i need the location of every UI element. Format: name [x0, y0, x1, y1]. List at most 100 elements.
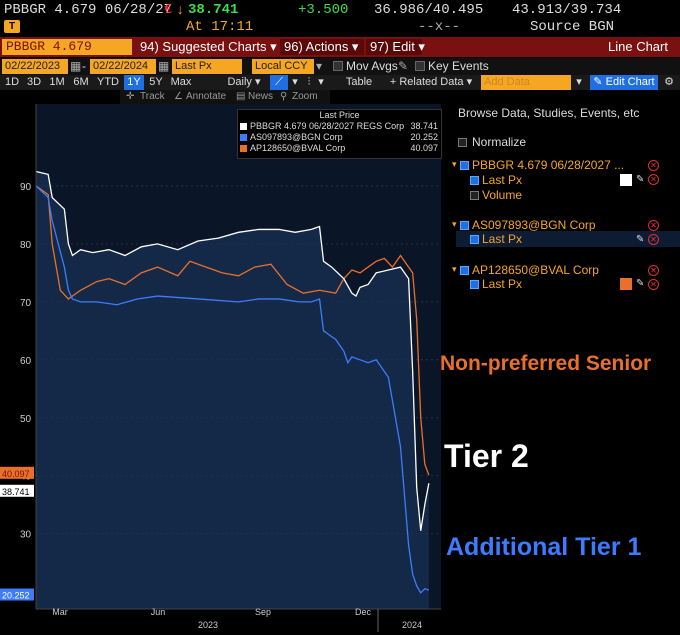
chart-tools-bar: ✛ Track ∠ Annotate ▤ News ⚲ Zoom: [120, 90, 330, 104]
key-events-label: Key Events: [428, 59, 489, 73]
bar-chart-icon[interactable]: ⫶: [307, 76, 311, 88]
line-chart[interactable]: 30405060708090MarJunSepDec2023202440.097…: [0, 104, 448, 632]
ticker-hi-lo: 43.913/39.734: [512, 2, 622, 18]
mov-avgs-checkbox[interactable]: [333, 61, 343, 71]
annotate-tool[interactable]: Annotate: [186, 91, 227, 102]
y-tick-label: 90: [20, 182, 32, 193]
track-tool[interactable]: Track: [140, 91, 165, 102]
news-tool[interactable]: News: [248, 91, 274, 102]
zoom-icon[interactable]: ⚲: [280, 91, 288, 102]
legend-title: Last Price: [319, 110, 360, 120]
annotation-non-preferred-senior: Non-preferred Senior: [440, 352, 652, 375]
remove-series2-icon[interactable]: ✕: [648, 220, 659, 231]
calendar-icon[interactable]: ▦: [70, 59, 82, 73]
chart-svg: 30405060708090MarJunSepDec2023202440.097…: [0, 104, 448, 632]
period-button-1y[interactable]: 1Y: [124, 75, 144, 90]
period-button-ytd[interactable]: YTD: [97, 76, 119, 88]
remove-series1-px-icon[interactable]: ✕: [648, 174, 659, 185]
chevron-down-icon[interactable]: ▾: [452, 264, 457, 274]
annotate-icon[interactable]: ∠: [174, 91, 183, 102]
series3-px-label: Last Px: [482, 277, 523, 291]
x-axis-area: [0, 609, 448, 632]
line-chart-icon[interactable]: ⟋: [270, 75, 288, 90]
start-date-input[interactable]: 02/22/2023: [2, 59, 68, 74]
period-button-6m[interactable]: 6M: [73, 76, 89, 88]
volume-checkbox[interactable]: [470, 191, 479, 200]
series2-name: AS097893@BGN Corp: [472, 218, 596, 232]
terminal-icon: T: [4, 20, 20, 33]
currency-select[interactable]: Local CCY: [252, 59, 314, 74]
pencil-icon[interactable]: ✎: [636, 278, 645, 289]
edit-menu[interactable]: 97) Edit ▾: [366, 39, 425, 55]
last-value-box: [0, 484, 34, 497]
edit-chart-button[interactable]: ✎ Edit Chart: [590, 75, 658, 90]
chevron-down-icon[interactable]: ▾: [452, 159, 457, 169]
zoom-tool[interactable]: Zoom: [292, 91, 318, 102]
period-button-5y[interactable]: 5Y: [149, 76, 163, 88]
chevron-down-icon[interactable]: ▾: [318, 76, 324, 88]
series2-px-row[interactable]: [456, 231, 680, 247]
legend-series-name: AS097893@BGN Corp: [250, 132, 343, 142]
ticker-dashes: --x--: [418, 19, 461, 35]
end-date-input[interactable]: 02/22/2024: [90, 59, 156, 74]
x-tick-label: 2024: [402, 620, 422, 630]
pencil-icon[interactable]: ✎: [636, 234, 645, 245]
related-data-button[interactable]: + Related Data ▾: [389, 76, 473, 88]
date-separator: -: [82, 59, 86, 73]
actions-menu[interactable]: 96) Actions ▾: [280, 39, 364, 55]
legend-series-name: PBBGR 4.679 06/28/2027 REGS Corp: [250, 121, 405, 131]
edit-chart-label: Edit Chart: [605, 76, 655, 88]
legend-row: AS097893@BGN Corp 20.252: [238, 132, 441, 143]
calendar-icon[interactable]: ▦: [158, 59, 170, 73]
series1-checkbox[interactable]: [460, 161, 469, 170]
chevron-down-icon[interactable]: ▾: [292, 76, 298, 88]
key-events-checkbox[interactable]: [415, 61, 425, 71]
series3-color-swatch[interactable]: [620, 278, 632, 290]
series2-checkbox[interactable]: [460, 221, 469, 230]
suggested-charts-menu[interactable]: 94) Suggested Charts ▾: [140, 39, 277, 54]
x-tick-label: 2023: [198, 620, 218, 630]
period-button-3d[interactable]: 3D: [26, 76, 42, 88]
price-down-icon: ↓: [176, 3, 185, 19]
chevron-down-icon[interactable]: ▾: [316, 59, 323, 73]
security-input[interactable]: PBBGR 4.679 06/28: [2, 39, 132, 70]
series-line-2: [35, 185, 430, 594]
remove-series2-px-icon[interactable]: ✕: [648, 234, 659, 245]
table-button[interactable]: Table: [345, 76, 373, 88]
series2-px-checkbox[interactable]: [470, 235, 479, 244]
browse-label[interactable]: Browse Data, Studies, Events, etc: [458, 106, 640, 120]
series3-checkbox[interactable]: [460, 266, 469, 275]
field-select[interactable]: Last Px: [172, 59, 242, 74]
ticker-time: At 17:11: [186, 19, 254, 35]
legend-swatch: [240, 123, 247, 130]
gear-icon[interactable]: ⚙: [664, 76, 674, 88]
news-icon[interactable]: ▤: [236, 91, 246, 102]
pencil-icon[interactable]: ✎: [636, 174, 645, 185]
period-button-1m[interactable]: 1M: [49, 76, 65, 88]
pencil-icon: ✎: [593, 76, 606, 88]
pencil-icon[interactable]: ✎: [398, 59, 409, 73]
remove-series3-px-icon[interactable]: ✕: [648, 279, 659, 290]
range-bar: 02/22/2023 ▦ - 02/22/2024 ▦ Last Px Loca…: [0, 58, 680, 75]
ticker-change: +3.500: [298, 2, 349, 18]
add-data-input[interactable]: Add Data: [481, 75, 571, 90]
remove-series1-icon[interactable]: ✕: [648, 160, 659, 171]
frequency-select[interactable]: Daily ▾: [227, 76, 261, 88]
series3-px-checkbox[interactable]: [470, 280, 479, 289]
chevron-down-icon[interactable]: ▾: [576, 76, 582, 88]
period-button-max[interactable]: Max: [170, 76, 192, 88]
series1-px-label: Last Px: [482, 173, 523, 187]
track-icon[interactable]: ✛: [126, 91, 135, 102]
ticker-bar: PBBGR 4.679 06/28/27 ↓ € 38.741 +3.500 3…: [0, 0, 680, 36]
normalize-checkbox[interactable]: [458, 138, 467, 147]
legend-row: PBBGR 4.679 06/28/2027 REGS Corp 38.741: [238, 121, 441, 132]
period-button-1d[interactable]: 1D: [4, 76, 20, 88]
command-toolbar: PBBGR 4.679 06/28 94) Suggested Charts ▾…: [0, 37, 680, 70]
series1-name: PBBGR 4.679 06/28/2027 ...: [472, 158, 625, 172]
remove-series3-icon[interactable]: ✕: [648, 265, 659, 276]
series1-color-swatch[interactable]: [620, 174, 632, 186]
series1-px-checkbox[interactable]: [470, 176, 479, 185]
legend-row: AP128650@BVAL Corp 40.097: [238, 143, 441, 154]
ticker-bid-ask: 36.986/40.495: [374, 2, 484, 18]
chevron-down-icon[interactable]: ▾: [452, 219, 457, 229]
